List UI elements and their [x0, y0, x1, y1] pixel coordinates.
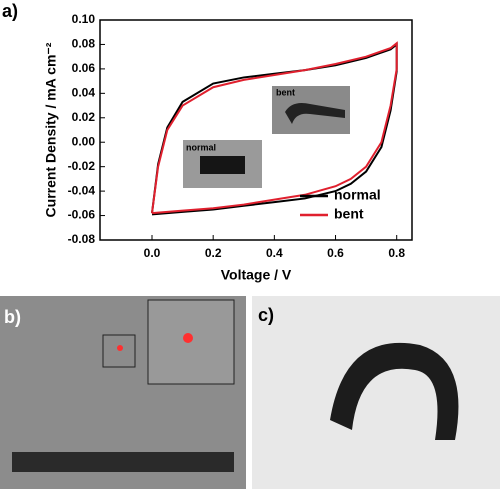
- y-tick-label: -0.02: [68, 159, 96, 173]
- led: [183, 333, 193, 343]
- bent-device: [330, 342, 459, 440]
- y-tick-label: -0.04: [68, 183, 96, 197]
- panel-label: b): [4, 307, 21, 327]
- x-axis-label: Voltage / V: [221, 267, 292, 283]
- x-tick-label: 0.8: [388, 246, 405, 260]
- led: [117, 345, 123, 351]
- panel-label: a): [2, 1, 18, 21]
- inset-label: bent: [276, 87, 295, 97]
- zoom-box: [102, 334, 136, 368]
- normal-device: [200, 156, 245, 174]
- x-tick-label: 0.6: [327, 246, 344, 260]
- inset-label: normal: [186, 142, 216, 152]
- legend-label: bent: [334, 206, 364, 222]
- y-tick-label: 0.04: [72, 86, 96, 100]
- photo-b-device: [12, 452, 234, 472]
- bent-device: [285, 103, 345, 124]
- cv-curve: [151, 41, 398, 215]
- y-tick-label: -0.08: [68, 232, 96, 246]
- y-tick-label: 0.00: [72, 134, 96, 148]
- panel-label: c): [258, 305, 274, 325]
- y-axis-label: Current Density / mA cm⁻²: [43, 42, 59, 217]
- x-tick-label: 0.0: [144, 246, 161, 260]
- y-tick-label: 0.06: [72, 61, 96, 75]
- y-tick-label: -0.06: [68, 208, 96, 222]
- photo-c: [252, 296, 500, 489]
- legend-label: normal: [334, 187, 381, 203]
- x-tick-label: 0.4: [266, 246, 283, 260]
- y-tick-label: 0.08: [72, 37, 96, 51]
- x-tick-label: 0.2: [205, 246, 222, 260]
- plot-frame: [99, 19, 413, 241]
- y-tick-label: 0.10: [72, 12, 96, 26]
- y-tick-label: 0.02: [72, 110, 96, 124]
